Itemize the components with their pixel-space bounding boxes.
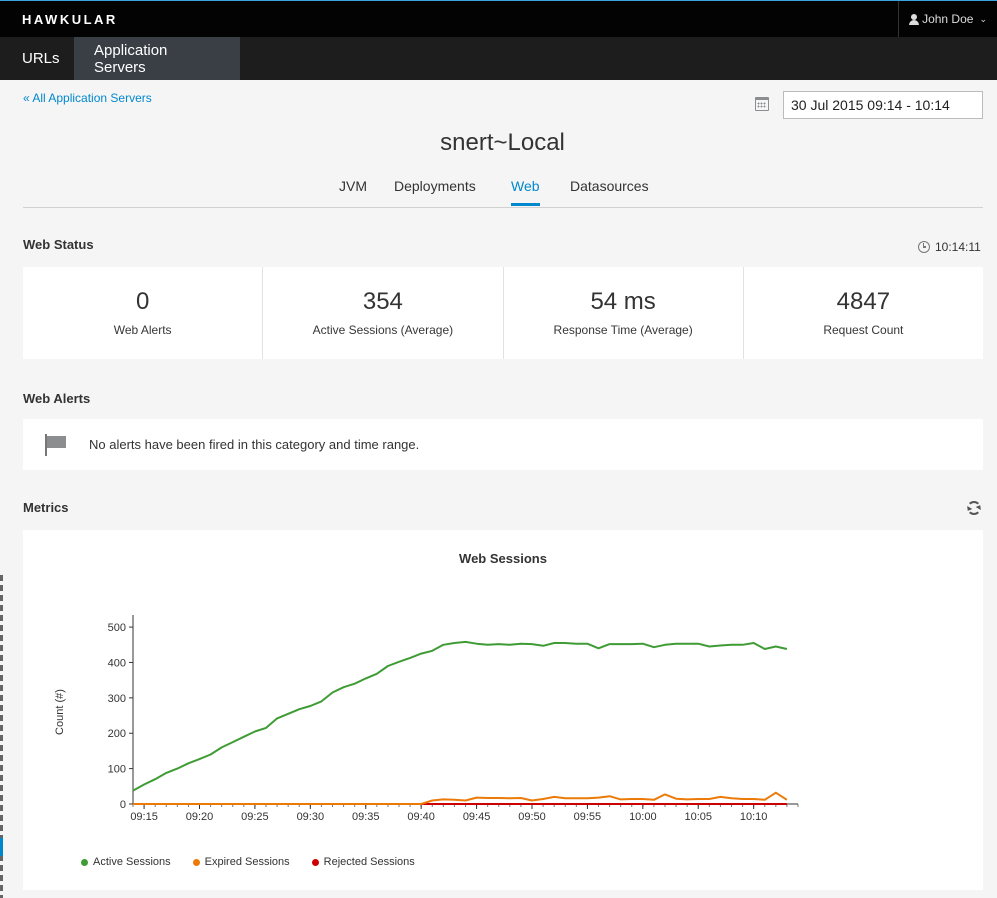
refresh-icon[interactable] xyxy=(967,501,981,515)
all-servers-link[interactable]: « All Application Servers xyxy=(23,91,152,105)
chart-legend: Active Sessions Expired Sessions Rejected … xyxy=(81,856,415,868)
y-tick-label: 500 xyxy=(108,622,126,634)
legend-label: Expired Sessions xyxy=(204,856,290,868)
flag-icon xyxy=(44,433,68,456)
user-menu[interactable]: John Doe ⌄ xyxy=(898,1,997,37)
clock-icon xyxy=(918,241,930,253)
main-content: « All Application Servers snert~Local JV… xyxy=(0,80,997,898)
card-label: Response Time (Average) xyxy=(553,323,693,337)
chart-title: Web Sessions xyxy=(459,551,547,566)
x-tick-label: 09:25 xyxy=(241,811,269,823)
y-tick-label: 200 xyxy=(108,728,126,740)
y-tick-label: 300 xyxy=(108,693,126,705)
legend-label: Active Sessions xyxy=(93,856,171,868)
metrics-title: Metrics xyxy=(23,500,69,515)
x-tick-label: 09:30 xyxy=(297,811,325,823)
top-bar: HAWKULAR John Doe ⌄ xyxy=(0,0,997,37)
legend-dot xyxy=(192,858,200,866)
x-tick-label: 09:50 xyxy=(518,811,546,823)
web-alerts-title: Web Alerts xyxy=(23,391,91,406)
last-update: 10:14:11 xyxy=(918,240,981,254)
nav-tab-urls[interactable]: URLs xyxy=(22,50,60,67)
left-edge-accent xyxy=(0,838,3,856)
y-tick-label: 100 xyxy=(108,764,126,776)
user-icon xyxy=(909,13,920,25)
x-tick-label: 10:10 xyxy=(740,811,768,823)
x-tick-label: 09:20 xyxy=(186,811,214,823)
chevron-down-icon: ⌄ xyxy=(979,13,987,24)
no-alerts-message: No alerts have been fired in this catego… xyxy=(89,437,420,452)
card-value: 0 xyxy=(135,288,150,315)
x-tick-label: 09:45 xyxy=(463,811,491,823)
nav-tab-application-servers[interactable]: Application Servers xyxy=(74,37,240,80)
x-tick-label: 09:35 xyxy=(352,811,380,823)
card-response-time: 54 ms Response Time (Average) xyxy=(503,267,743,359)
legend-item[interactable]: Rejected Sessions xyxy=(311,856,415,868)
y-tick-label: 400 xyxy=(108,657,126,669)
x-tick-label: 09:15 xyxy=(130,811,158,823)
y-axis-label: Count (#) xyxy=(54,689,66,735)
card-label: Web Alerts xyxy=(113,323,172,337)
card-value: 4847 xyxy=(836,288,891,315)
card-active-sessions: 354 Active Sessions (Average) xyxy=(263,267,503,359)
tab-deployments[interactable]: Deployments xyxy=(394,178,476,194)
user-name: John Doe xyxy=(922,12,974,26)
alerts-panel: No alerts have been fired in this catego… xyxy=(23,419,983,470)
chart-canvas: 0 100 200 300 400 500 09:15 09:20 09:25 09:30 09:3… xyxy=(54,615,799,823)
legend-dot xyxy=(311,858,319,866)
tab-web[interactable]: Web xyxy=(511,178,540,206)
x-tick-label: 09:55 xyxy=(574,811,602,823)
card-value: 354 xyxy=(362,288,403,315)
card-value: 54 ms xyxy=(590,288,656,315)
x-tick-label: 10:05 xyxy=(684,811,712,823)
series-line-active-sessions xyxy=(132,640,788,792)
brand-logo[interactable]: HAWKULAR xyxy=(22,12,118,27)
card-request-count: 4847 Request Count xyxy=(743,267,983,359)
server-tabs: JVM Deployments Web Datasources xyxy=(23,175,983,208)
legend-label: Rejected Sessions xyxy=(323,856,415,868)
tab-datasources[interactable]: Datasources xyxy=(570,178,649,194)
web-status-title: Web Status xyxy=(23,237,94,252)
x-tick-label: 09:40 xyxy=(407,811,435,823)
date-range-input[interactable] xyxy=(783,91,983,119)
page-title: snert~Local xyxy=(440,129,565,156)
web-sessions-chart: Web Sessions 0 100 200 300 400 500 09:15 09:20 0… xyxy=(23,530,983,890)
series-line-expired-sessions xyxy=(133,791,788,805)
card-web-alerts: 0 Web Alerts xyxy=(23,267,263,359)
y-tick-label: 0 xyxy=(120,799,126,811)
last-update-time: 10:14:11 xyxy=(935,240,981,254)
legend-dot xyxy=(81,858,88,866)
card-label: Request Count xyxy=(823,323,904,337)
main-nav: URLs Application Servers xyxy=(0,37,997,80)
calendar-icon[interactable] xyxy=(755,97,769,111)
tab-jvm[interactable]: JVM xyxy=(339,178,367,194)
status-cards: 0 Web Alerts 354 Active Sessions (Averag… xyxy=(23,267,983,359)
legend-item[interactable]: Active Sessions xyxy=(81,856,171,868)
legend-item[interactable]: Expired Sessions xyxy=(192,856,290,868)
left-edge-strip xyxy=(0,575,3,898)
card-label: Active Sessions (Average) xyxy=(312,323,454,337)
x-tick-label: 10:00 xyxy=(629,811,657,823)
